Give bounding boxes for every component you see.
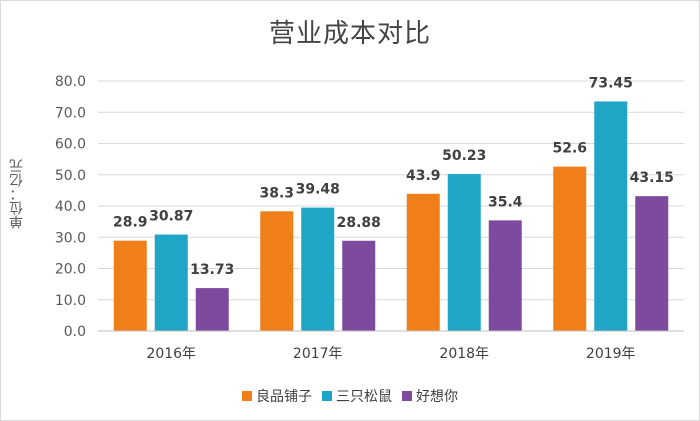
x-tick-label: 2017年 [293,346,343,362]
x-tick-label: 2019年 [586,346,636,362]
bar [195,288,229,331]
y-tick-label: 60.0 [55,137,86,153]
x-tick-label: 2016年 [146,346,196,362]
legend-swatch [242,391,252,401]
data-label: 50.23 [442,148,486,164]
chart-title: 营业成本对比 [268,19,431,49]
data-label: 13.73 [190,262,234,278]
data-label: 28.88 [337,215,381,231]
data-label: 38.3 [259,185,294,201]
data-label: 73.45 [589,75,633,91]
bar [342,240,376,331]
y-tick-label: 30.0 [55,230,86,246]
data-label: 52.6 [552,141,587,157]
x-tick-label: 2018年 [439,346,489,362]
legend: 良品铺子 三只松鼠 好想你 [1,386,699,406]
y-tick-label: 40.0 [55,199,86,215]
bar [594,101,628,331]
legend-item: 好想你 [402,386,458,406]
bar [154,234,188,331]
y-tick-label: 20.0 [55,262,86,278]
data-label: 43.9 [406,168,441,184]
y-tick-label: 10.0 [55,293,86,309]
bar [553,166,587,331]
legend-label: 好想你 [416,389,458,405]
legend-item: 良品铺子 [242,386,312,406]
bar [113,240,147,331]
bar [635,196,669,331]
y-tick-label: 80.0 [55,74,86,90]
data-label: 35.4 [488,194,523,210]
legend-swatch [402,391,412,401]
legend-swatch [322,391,332,401]
data-label: 39.48 [296,182,340,198]
data-label: 28.9 [113,215,148,231]
bar [447,174,481,331]
y-tick-label: 70.0 [55,105,86,121]
bar [260,211,294,331]
bar [488,220,522,331]
legend-label: 良品铺子 [256,389,312,405]
bar [406,193,440,331]
y-tick-label: 50.0 [55,168,86,184]
y-tick-label: 0.0 [64,324,86,340]
legend-label: 三只松鼠 [336,389,392,405]
bar [301,207,335,331]
data-label: 43.15 [630,170,674,186]
data-label: 30.87 [149,209,193,225]
legend-item: 三只松鼠 [322,386,392,406]
